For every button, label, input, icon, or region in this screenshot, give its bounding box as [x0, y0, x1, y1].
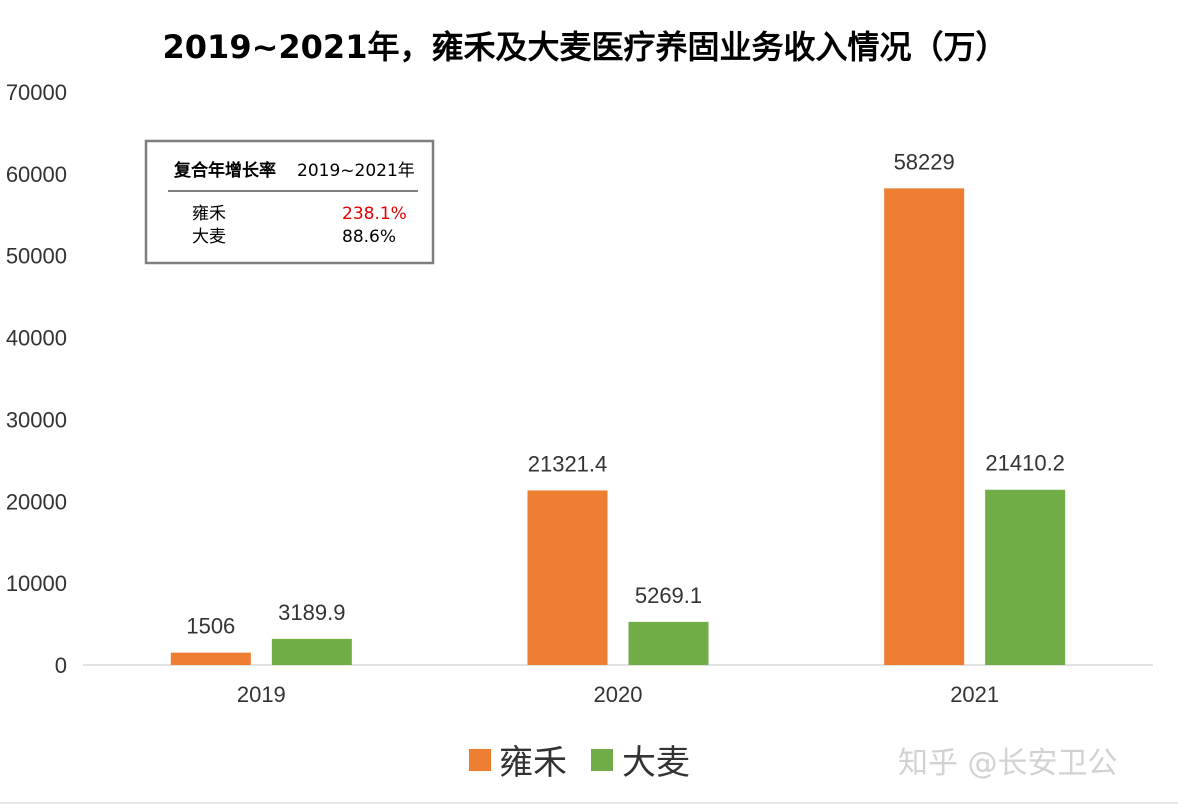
bar-yonghe-2021	[884, 188, 965, 665]
legend-swatch-damai	[591, 749, 613, 771]
data-labels: 1506 3189.9 21321.4 5269.1 58229 21410.2	[186, 149, 1065, 638]
bar-yonghe-2019	[170, 652, 251, 665]
cagr-header-period: 2019~2021年	[297, 161, 415, 181]
cagr-header-metric: 复合年增长率	[173, 160, 276, 181]
bars	[170, 188, 1066, 665]
bar-damai-2021	[985, 489, 1066, 665]
bar-damai-2020	[628, 621, 709, 665]
x-axis: 2019 2020 2021	[83, 664, 1153, 707]
data-label: 21321.4	[528, 451, 608, 476]
y-tick-label: 30000	[6, 407, 67, 432]
cagr-table: 复合年增长率 2019~2021年 雍禾 238.1% 大麦 88.6%	[144, 139, 435, 265]
legend-label-yonghe: 雍禾	[499, 743, 567, 783]
y-tick-label: 0	[55, 653, 67, 678]
x-tick-label: 2019	[237, 682, 286, 707]
cagr-row-value: 238.1%	[342, 204, 407, 224]
bar-damai-2019	[271, 638, 352, 665]
data-label: 21410.2	[985, 451, 1065, 476]
watermark: 知乎 @长安卫公	[898, 746, 1118, 781]
chart-title: 2019~2021年，雍禾及大麦医疗养固业务收入情况（万）	[163, 28, 1008, 66]
data-label: 3189.9	[278, 600, 345, 625]
cagr-row-name: 大麦	[192, 227, 226, 247]
data-label: 5269.1	[635, 583, 702, 608]
data-label: 58229	[894, 149, 955, 174]
bar-yonghe-2020	[527, 490, 608, 665]
x-tick-label: 2020	[594, 682, 643, 707]
cagr-row-name: 雍禾	[192, 204, 226, 224]
legend-label-damai: 大麦	[622, 743, 690, 783]
x-tick-label: 2021	[950, 682, 999, 707]
cagr-table-border	[144, 139, 435, 265]
y-tick-label: 40000	[6, 326, 67, 351]
legend: 雍禾 大麦	[469, 743, 690, 783]
y-tick-label: 10000	[6, 571, 67, 596]
y-tick-label: 60000	[6, 162, 67, 187]
y-tick-label: 20000	[6, 489, 67, 514]
cagr-row-value: 88.6%	[342, 227, 396, 247]
y-axis: 0 10000 20000 30000 40000 50000 60000 70000	[6, 80, 67, 678]
legend-swatch-yonghe	[469, 749, 491, 771]
y-tick-label: 70000	[6, 80, 67, 105]
y-tick-label: 50000	[6, 244, 67, 269]
data-label: 1506	[186, 614, 235, 639]
